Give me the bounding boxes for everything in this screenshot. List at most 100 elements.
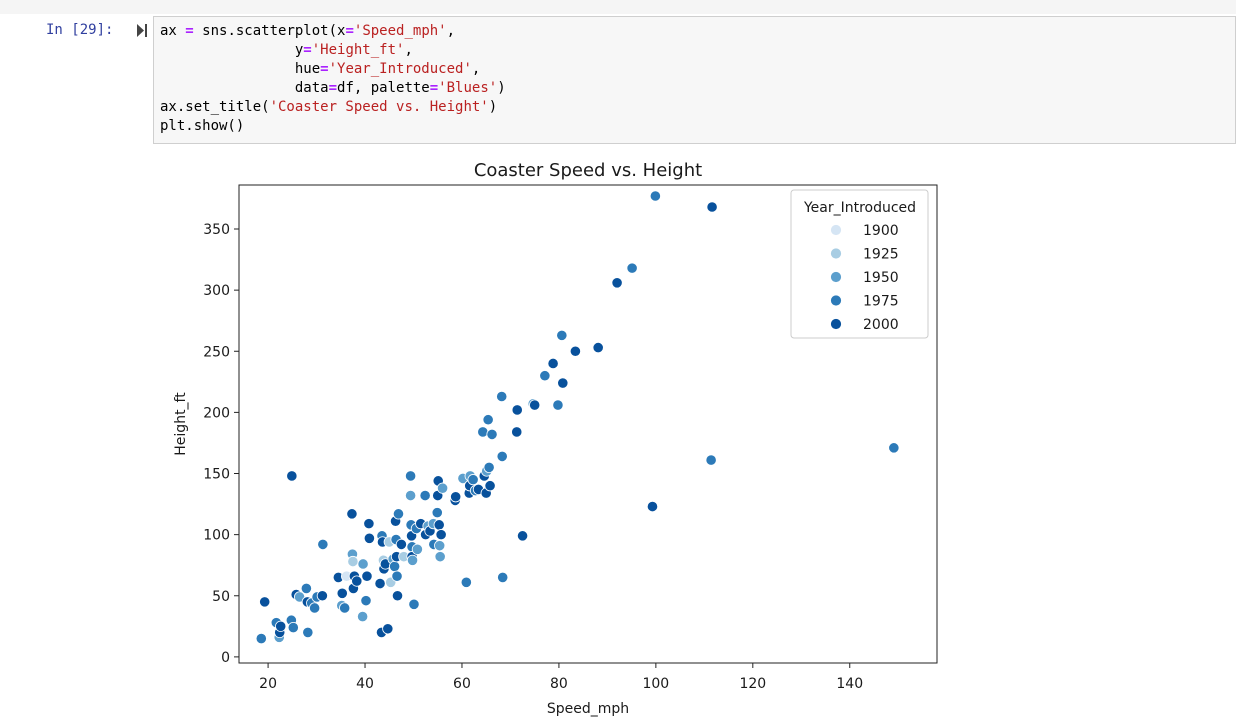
cell-output: Coaster Speed vs. Height 0 50 100 150 200 250… bbox=[153, 150, 973, 728]
scatter-point bbox=[496, 390, 508, 403]
run-cell-icon[interactable] bbox=[136, 23, 148, 38]
code-token: ax.set_title( bbox=[160, 99, 270, 115]
scatter-point bbox=[539, 370, 551, 382]
x-tick-label: 20 bbox=[259, 676, 277, 692]
scatter-point bbox=[460, 576, 472, 588]
scatter-point bbox=[406, 554, 419, 566]
code-token: plt.show() bbox=[160, 118, 245, 134]
scatter-point bbox=[626, 262, 638, 274]
code-token: , bbox=[404, 42, 413, 58]
x-tick-label: 120 bbox=[739, 676, 766, 692]
scatter-point bbox=[486, 428, 498, 440]
legend-label: 2000 bbox=[863, 317, 899, 333]
scatter-point bbox=[611, 277, 623, 289]
legend-label: 1925 bbox=[863, 247, 899, 263]
scatter-point bbox=[374, 577, 386, 590]
scatter-point bbox=[450, 491, 462, 503]
code-token: 'Blues' bbox=[438, 80, 498, 96]
x-tick-label: 140 bbox=[836, 676, 863, 692]
scatter-point bbox=[516, 530, 529, 542]
code-token: = bbox=[185, 23, 194, 39]
legend-title: Year_Introduced bbox=[803, 200, 916, 216]
scatter-point bbox=[255, 632, 267, 645]
code-token: ) bbox=[488, 99, 498, 115]
code-token: = bbox=[345, 23, 354, 39]
legend-marker bbox=[830, 247, 842, 260]
x-tick-label: 60 bbox=[453, 676, 471, 692]
scatter-point bbox=[433, 519, 445, 531]
legend-marker bbox=[830, 224, 842, 236]
scatter-point bbox=[404, 470, 417, 482]
scatter-point bbox=[434, 551, 446, 563]
chart-title: Coaster Speed vs. Height bbox=[474, 160, 702, 181]
scatter-point bbox=[592, 341, 604, 354]
scatter-point bbox=[392, 508, 405, 520]
code-token: 'Coaster Speed vs. Height' bbox=[269, 99, 489, 115]
legend-label: 1900 bbox=[863, 223, 899, 239]
code-cell-input[interactable]: ax = sns.scatterplot(x='Speed_mph', y='H… bbox=[153, 16, 1236, 144]
legend-box bbox=[790, 189, 929, 339]
scatter-point bbox=[646, 500, 659, 513]
scatter-point bbox=[705, 454, 717, 466]
x-tick-label: 40 bbox=[356, 676, 374, 692]
code-token: y bbox=[160, 42, 304, 58]
scatter-point bbox=[351, 575, 363, 587]
scatter-point bbox=[404, 489, 417, 502]
notebook-toolbar-strip bbox=[0, 0, 1236, 14]
y-tick-label: 250 bbox=[203, 344, 230, 360]
scatter-point bbox=[382, 623, 394, 635]
code-token: df, palette bbox=[337, 80, 430, 96]
scatter-point bbox=[431, 507, 443, 519]
scatter-point bbox=[511, 426, 523, 438]
y-tick-label: 200 bbox=[203, 405, 230, 421]
legend-label: 1950 bbox=[863, 270, 899, 286]
scatter-point bbox=[391, 570, 403, 582]
code-token: , bbox=[446, 23, 456, 39]
scatter-point bbox=[552, 399, 564, 411]
x-tick-label: 80 bbox=[550, 676, 568, 692]
scatter-point bbox=[302, 626, 314, 639]
scatter-point bbox=[511, 404, 523, 416]
scatter-point bbox=[286, 470, 298, 482]
scatter-point bbox=[547, 357, 559, 370]
scatter-point bbox=[360, 595, 372, 607]
scatter-point bbox=[275, 620, 287, 632]
scatter-point bbox=[557, 377, 569, 389]
scatter-point bbox=[317, 538, 329, 551]
legend-marker bbox=[830, 318, 842, 330]
code-line: ax.set_title('Coaster Speed vs. Height') bbox=[160, 98, 497, 117]
code-line: ax = sns.scatterplot(x='Speed_mph', bbox=[160, 22, 455, 41]
code-line: plt.show() bbox=[160, 117, 244, 136]
y-tick-label: 100 bbox=[203, 528, 230, 544]
y-tick-label: 350 bbox=[203, 222, 230, 238]
x-tick-label: 100 bbox=[642, 676, 669, 692]
scatter-point bbox=[363, 518, 375, 530]
scatter-point bbox=[467, 474, 479, 486]
scatter-point bbox=[408, 598, 420, 610]
scatter-point bbox=[484, 480, 496, 492]
scatter-point bbox=[287, 621, 299, 634]
scatter-point bbox=[434, 540, 446, 552]
scatter-point bbox=[391, 590, 404, 602]
legend-marker bbox=[830, 271, 842, 283]
scatter-point bbox=[483, 461, 495, 473]
scatter-chart: Coaster Speed vs. Height 0 50 100 150 200 250… bbox=[173, 160, 938, 717]
code-token: = bbox=[303, 42, 312, 58]
scatter-point bbox=[339, 602, 351, 614]
scatter-point bbox=[556, 329, 568, 341]
plot-frame bbox=[238, 184, 938, 664]
scatter-point bbox=[482, 414, 494, 426]
scatter-point bbox=[569, 345, 581, 357]
scatter-point bbox=[346, 508, 358, 520]
scatter-point bbox=[436, 482, 449, 494]
y-axis-label: Height_ft bbox=[173, 392, 189, 456]
scatter-point bbox=[361, 570, 373, 582]
code-token: ) bbox=[497, 80, 506, 96]
y-axis: 0 50 100 150 200 250 300 350 bbox=[203, 222, 239, 666]
y-tick-label: 50 bbox=[212, 589, 230, 605]
code-token: = bbox=[429, 80, 439, 96]
y-tick-label: 0 bbox=[221, 650, 230, 666]
scatter-point bbox=[336, 587, 348, 599]
code-token: = bbox=[320, 61, 329, 77]
scatter-point bbox=[496, 450, 508, 462]
